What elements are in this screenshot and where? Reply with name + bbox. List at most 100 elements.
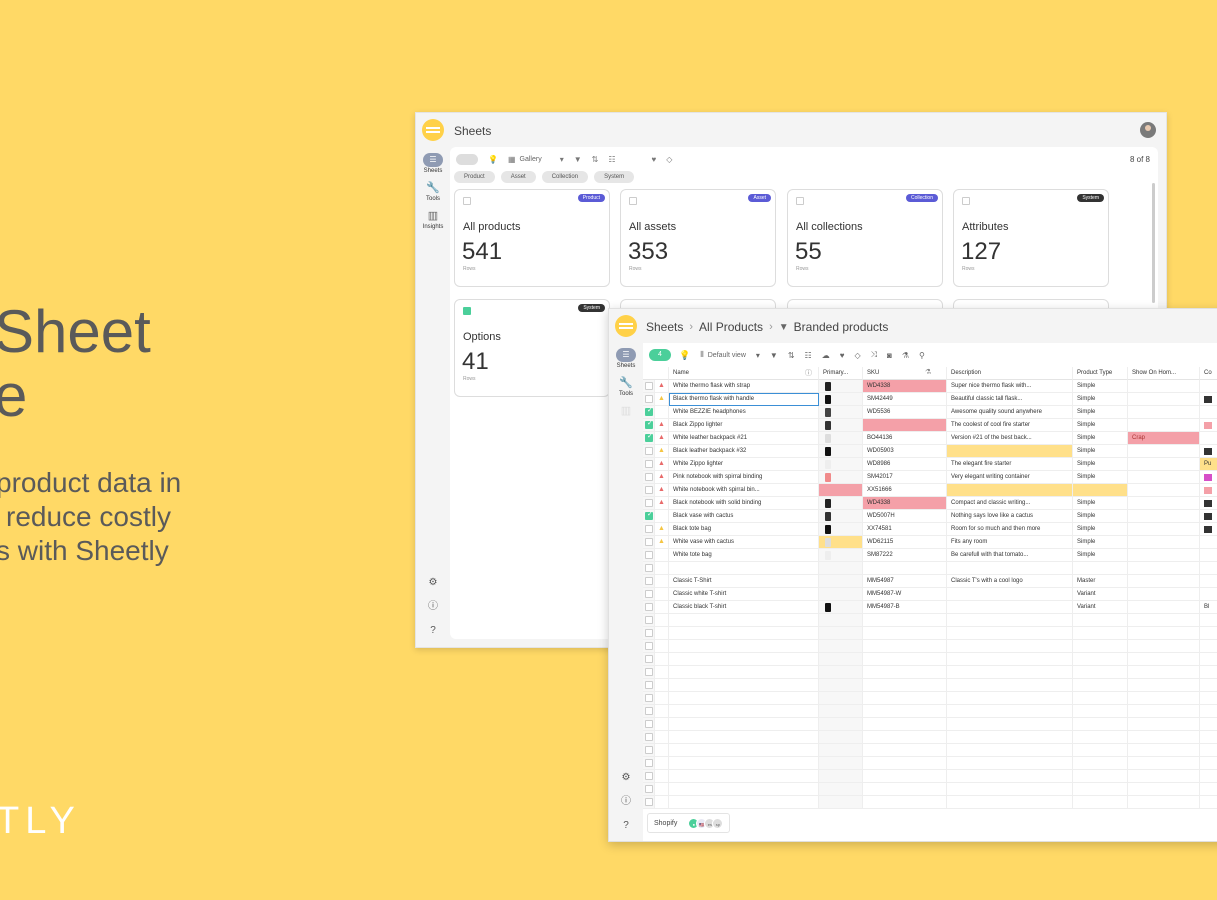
cell-sku[interactable] bbox=[863, 783, 947, 796]
cell-color[interactable]: Bl bbox=[1200, 601, 1217, 614]
cell-description[interactable] bbox=[947, 770, 1073, 783]
row-checkbox[interactable] bbox=[645, 629, 653, 637]
cell-name[interactable]: Black notebook with solid binding bbox=[669, 497, 819, 510]
cell-sku[interactable]: WD4338 bbox=[863, 497, 947, 510]
row-checkbox[interactable] bbox=[645, 616, 653, 624]
cell-color[interactable] bbox=[1200, 510, 1217, 523]
cell-name[interactable] bbox=[669, 731, 819, 744]
row-checkbox[interactable] bbox=[645, 720, 653, 728]
cell-show-on-home[interactable] bbox=[1128, 692, 1200, 705]
cell-description[interactable]: The coolest of cool fire starter bbox=[947, 419, 1073, 432]
cell-product-type[interactable]: Simple bbox=[1073, 510, 1128, 523]
lightbulb-icon[interactable]: 💡 bbox=[488, 154, 498, 164]
cell-color[interactable] bbox=[1200, 406, 1217, 419]
product-thumbnail[interactable] bbox=[825, 499, 831, 508]
cell-description[interactable] bbox=[947, 796, 1073, 809]
cell-description[interactable] bbox=[947, 731, 1073, 744]
product-thumbnail[interactable] bbox=[825, 460, 831, 469]
cell-show-on-home[interactable] bbox=[1128, 484, 1200, 497]
selection-toggle[interactable] bbox=[456, 153, 478, 165]
cell-color[interactable] bbox=[1200, 666, 1217, 679]
cell-description[interactable]: Room for so much and then more bbox=[947, 523, 1073, 536]
row-checkbox[interactable] bbox=[645, 447, 653, 455]
settings-sliders-icon[interactable]: ☷ bbox=[608, 154, 616, 164]
cell-primary-image[interactable] bbox=[819, 718, 863, 731]
sheet-card[interactable]: System Attributes 127 Rows bbox=[953, 189, 1109, 287]
cell-name[interactable] bbox=[669, 757, 819, 770]
cell-primary-image[interactable] bbox=[819, 653, 863, 666]
cell-show-on-home[interactable] bbox=[1128, 458, 1200, 471]
cell-name[interactable]: Black vase with cactus bbox=[669, 510, 819, 523]
cell-sku[interactable] bbox=[863, 653, 947, 666]
card-checkbox[interactable] bbox=[796, 197, 804, 205]
cell-primary-image[interactable] bbox=[819, 679, 863, 692]
cell-name[interactable]: Black thermo flask with handle bbox=[669, 393, 819, 406]
row-checkbox[interactable] bbox=[645, 642, 653, 650]
cell-name[interactable] bbox=[669, 640, 819, 653]
cell-show-on-home[interactable] bbox=[1128, 536, 1200, 549]
cell-primary-image[interactable] bbox=[819, 731, 863, 744]
row-checkbox[interactable] bbox=[645, 499, 653, 507]
cell-primary-image[interactable] bbox=[819, 757, 863, 770]
column-header[interactable]: SKU bbox=[863, 367, 947, 380]
cell-name[interactable]: Classic T-Shirt bbox=[669, 575, 819, 588]
camera-icon[interactable]: ◙ bbox=[887, 350, 892, 360]
cell-description[interactable] bbox=[947, 627, 1073, 640]
info-icon[interactable]: ⓘ bbox=[805, 370, 812, 377]
card-checkbox[interactable] bbox=[962, 197, 970, 205]
error-warning-icon[interactable]: ▲ bbox=[658, 434, 665, 441]
product-thumbnail[interactable] bbox=[825, 434, 831, 443]
cell-show-on-home[interactable] bbox=[1128, 588, 1200, 601]
cell-color[interactable] bbox=[1200, 627, 1217, 640]
column-header[interactable]: Name bbox=[669, 367, 819, 380]
cell-sku[interactable] bbox=[863, 640, 947, 653]
cell-description[interactable] bbox=[947, 783, 1073, 796]
filter-icon[interactable]: ▼ bbox=[573, 154, 582, 164]
cell-product-type[interactable] bbox=[1073, 796, 1128, 809]
cell-primary-image[interactable] bbox=[819, 562, 863, 575]
cell-name[interactable]: White tote bag bbox=[669, 549, 819, 562]
column-header[interactable]: Co bbox=[1200, 367, 1217, 380]
cell-description[interactable]: Awesome quality sound anywhere bbox=[947, 406, 1073, 419]
cell-sku[interactable] bbox=[863, 562, 947, 575]
scrollbar[interactable] bbox=[1152, 183, 1155, 303]
cell-primary-image[interactable] bbox=[819, 796, 863, 809]
sheetly-logo-icon[interactable] bbox=[615, 315, 637, 337]
cell-description[interactable] bbox=[947, 692, 1073, 705]
chip-collection[interactable]: Collection bbox=[541, 171, 589, 183]
product-thumbnail[interactable] bbox=[825, 538, 831, 547]
cell-product-type[interactable]: Simple bbox=[1073, 549, 1128, 562]
card-checkbox[interactable] bbox=[463, 307, 471, 315]
row-checkbox[interactable] bbox=[645, 577, 653, 585]
cell-product-type[interactable] bbox=[1073, 770, 1128, 783]
row-checkbox[interactable] bbox=[645, 419, 653, 429]
row-checkbox[interactable] bbox=[645, 382, 653, 390]
cell-sku[interactable] bbox=[863, 627, 947, 640]
help-icon[interactable]: ? bbox=[430, 625, 436, 636]
row-checkbox[interactable] bbox=[645, 406, 653, 416]
row-checkbox[interactable] bbox=[645, 746, 653, 754]
row-checkbox[interactable] bbox=[645, 551, 653, 559]
cell-name[interactable] bbox=[669, 770, 819, 783]
cell-show-on-home[interactable]: Crap bbox=[1128, 432, 1200, 445]
cell-product-type[interactable]: Simple bbox=[1073, 497, 1128, 510]
cell-sku[interactable] bbox=[863, 679, 947, 692]
gallery-view-icon[interactable]: ▦ bbox=[507, 154, 516, 164]
cell-color[interactable] bbox=[1200, 653, 1217, 666]
row-checkbox[interactable] bbox=[645, 510, 653, 520]
breadcrumb-all-products[interactable]: All Products bbox=[699, 320, 764, 334]
cell-show-on-home[interactable] bbox=[1128, 393, 1200, 406]
cell-show-on-home[interactable] bbox=[1128, 653, 1200, 666]
sheet-card[interactable]: Collection All collections 55 Rows bbox=[787, 189, 943, 287]
cell-primary-image[interactable] bbox=[819, 484, 863, 497]
cell-show-on-home[interactable] bbox=[1128, 718, 1200, 731]
view-selector[interactable]: Default view bbox=[707, 351, 746, 359]
cell-sku[interactable] bbox=[863, 718, 947, 731]
column-header[interactable]: Show On Hom... bbox=[1128, 367, 1200, 380]
cell-sku[interactable]: MM54987-W bbox=[863, 588, 947, 601]
cell-sku[interactable] bbox=[863, 666, 947, 679]
cell-name[interactable]: Black Zippo lighter bbox=[669, 419, 819, 432]
cell-name[interactable] bbox=[669, 679, 819, 692]
shuffle-icon[interactable]: ⤨ bbox=[870, 350, 878, 359]
cell-name[interactable]: White BEZZIE headphones bbox=[669, 406, 819, 419]
